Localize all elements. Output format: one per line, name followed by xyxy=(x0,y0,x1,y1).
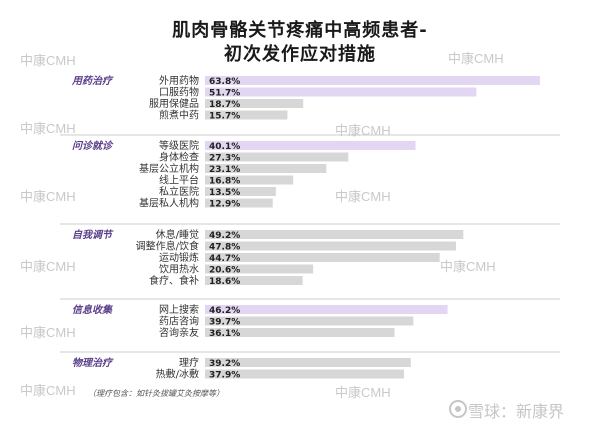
bar xyxy=(205,358,411,367)
row-label: 运动锻炼 xyxy=(159,251,199,264)
value-label: 37.9% xyxy=(209,371,240,381)
row-label: 服用保健品 xyxy=(149,97,199,110)
row-label: 基层公立机构 xyxy=(139,162,199,175)
category-label: 用药治疗 xyxy=(71,75,114,87)
category-label: 信息收集 xyxy=(72,304,113,316)
row-label: 煎煮中药 xyxy=(159,109,199,122)
watermark: 中康CMH xyxy=(20,383,76,398)
bar xyxy=(205,152,349,162)
value-label: 47.8% xyxy=(209,243,240,253)
bar xyxy=(205,369,404,379)
watermark: 中康CMH xyxy=(20,259,76,274)
value-label: 63.8% xyxy=(209,77,240,87)
bar xyxy=(205,164,327,173)
category-label: 物理治疗 xyxy=(72,357,114,369)
bar xyxy=(205,241,456,251)
row-label: 等级医院 xyxy=(159,139,199,152)
value-label: 18.7% xyxy=(209,100,240,110)
bar xyxy=(205,110,288,120)
bar xyxy=(205,198,273,208)
bar xyxy=(205,187,276,196)
footnote: （理疗包含：如针灸拔罐艾灸按摩等） xyxy=(88,389,224,398)
bar xyxy=(205,328,395,337)
value-label: 40.1% xyxy=(209,142,240,152)
bar xyxy=(205,264,314,274)
value-label: 27.3% xyxy=(209,154,240,164)
value-label: 36.1% xyxy=(209,329,240,339)
bar xyxy=(205,76,540,85)
watermark: 中康CMH xyxy=(20,121,76,136)
row-label: 食疗、食补 xyxy=(149,274,199,287)
value-label: 18.6% xyxy=(209,277,240,287)
row-label: 热敷/冰敷 xyxy=(156,368,199,381)
row-label: 理疗 xyxy=(179,356,199,369)
row-label: 口服药物 xyxy=(159,86,199,99)
watermark: 中康CMH xyxy=(335,385,391,400)
value-label: 23.1% xyxy=(209,165,240,175)
snowball-logo-icon xyxy=(449,400,467,418)
value-label: 49.2% xyxy=(209,231,240,241)
source-label: 雪球：新康界 xyxy=(468,404,565,421)
watermark: 中康CMH xyxy=(20,325,76,340)
watermark: 中康CMH xyxy=(448,51,504,66)
watermark: 中康CMH xyxy=(335,123,391,138)
bar xyxy=(205,230,464,239)
row-label: 药店咨询 xyxy=(159,315,199,328)
bar xyxy=(205,253,440,262)
bar xyxy=(205,276,303,285)
row-label: 咨询亲友 xyxy=(159,326,199,339)
value-label: 39.7% xyxy=(209,318,240,328)
bar xyxy=(205,87,477,97)
row-label: 线上平台 xyxy=(159,174,199,187)
watermark: 中康CMH xyxy=(335,189,391,204)
row-label: 饮用热水 xyxy=(159,263,199,276)
chart-title-line2: 初次发作应对措施 xyxy=(224,44,376,65)
bar xyxy=(205,99,304,108)
value-label: 39.2% xyxy=(209,359,240,369)
row-label: 身体检查 xyxy=(159,151,199,164)
row-label: 私立医院 xyxy=(159,185,199,198)
category-label: 自我调节 xyxy=(72,229,114,241)
value-label: 12.9% xyxy=(209,200,240,210)
watermark: 中康CMH xyxy=(440,259,496,274)
chart-title-line1: 肌肉骨骼关节疼痛中高频患者- xyxy=(172,20,428,41)
value-label: 51.7% xyxy=(209,89,240,99)
value-label: 13.5% xyxy=(209,188,240,198)
bar xyxy=(205,141,416,150)
value-label: 44.7% xyxy=(209,254,240,264)
row-label: 基层私人机构 xyxy=(139,197,199,210)
row-label: 休息/睡觉 xyxy=(156,228,199,241)
value-label: 16.8% xyxy=(209,177,240,187)
bar xyxy=(205,316,414,326)
row-label: 调整作息/饮食 xyxy=(136,240,199,253)
row-label: 外用药物 xyxy=(159,74,199,87)
watermark: 中康CMH xyxy=(20,189,76,204)
row-label: 网上搜索 xyxy=(159,303,199,316)
value-label: 15.7% xyxy=(209,112,240,122)
value-label: 46.2% xyxy=(209,306,240,316)
bar xyxy=(205,305,448,314)
watermark: 中康CMH xyxy=(20,53,76,68)
value-label: 20.6% xyxy=(209,266,240,276)
bar xyxy=(205,175,294,185)
category-label: 问诊就诊 xyxy=(72,140,114,152)
